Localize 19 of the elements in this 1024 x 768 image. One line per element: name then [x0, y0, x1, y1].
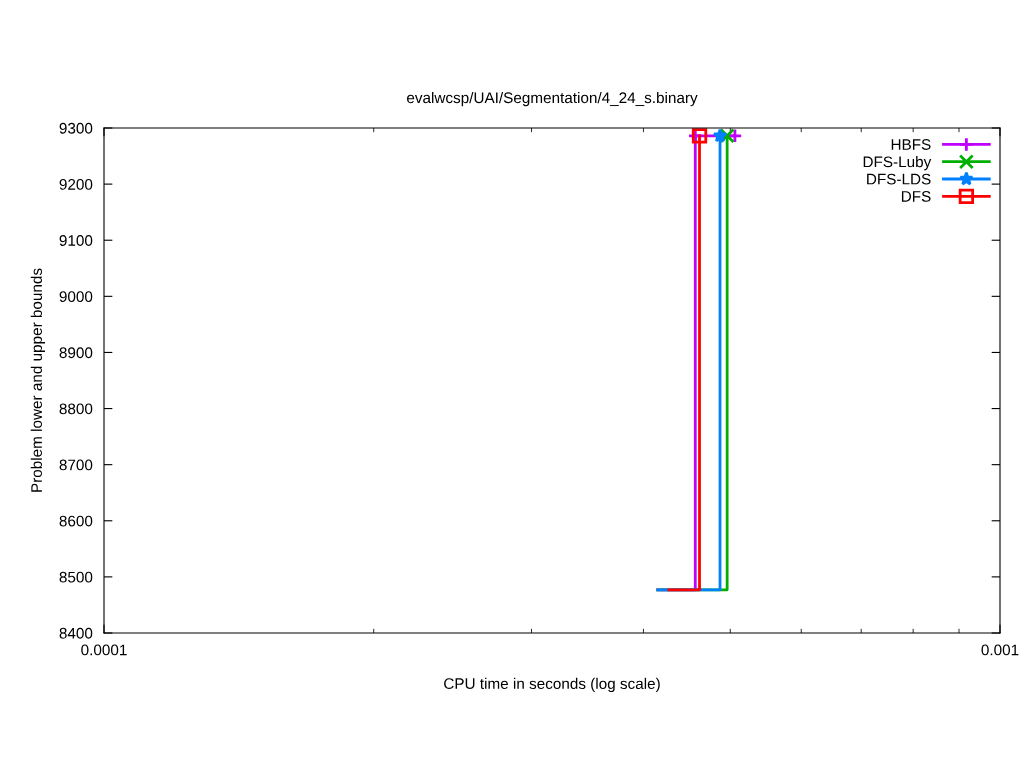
y-tick-label: 9100 — [59, 235, 93, 246]
y-tick-label: 9200 — [59, 178, 93, 190]
legend-label: DFS-Luby — [863, 155, 932, 171]
y-tick-label: 8900 — [59, 347, 93, 359]
y-tick-label: 8500 — [59, 571, 93, 583]
y-tick-label: 8700 — [59, 459, 93, 471]
legend-label: DFS — [901, 190, 931, 202]
y-tick-label: 9000 — [59, 291, 93, 303]
y-tick-label: 9300 — [59, 122, 93, 134]
legend-label: DFS-LDS — [867, 173, 931, 185]
x-tick-label: 0.001 — [981, 644, 1019, 656]
x-tick-label: 0.0001 — [81, 644, 127, 656]
y-tick-label: 8600 — [59, 515, 93, 527]
x-axis-title: CPU time in seconds (log scale) — [444, 677, 660, 693]
y-tick-label: 8800 — [59, 403, 93, 415]
y-axis-title: Problem lower and upper bounds — [30, 268, 46, 492]
legend-label: HBFS — [891, 139, 931, 150]
y-tick-label: 8400 — [59, 627, 93, 639]
chart-title: evalwcsp/UAI/Segmentation/4_24_s.binary — [407, 91, 698, 107]
